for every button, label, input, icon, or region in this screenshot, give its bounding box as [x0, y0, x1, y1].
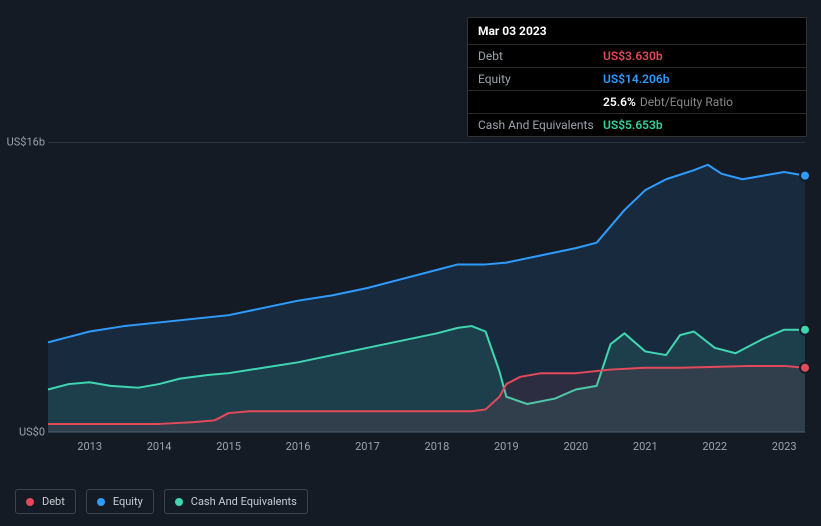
tooltip-row-extra: Debt/Equity Ratio — [640, 95, 733, 109]
tooltip-row: 25.6% Debt/Equity Ratio — [468, 90, 806, 113]
x-axis-label: 2015 — [216, 440, 241, 453]
series-end-marker — [800, 325, 810, 335]
tooltip-row-value: US$3.630b — [603, 49, 663, 63]
legend-dot-icon — [26, 498, 34, 506]
legend-label: Debt — [42, 495, 65, 508]
tooltip-row-label: Debt — [478, 49, 603, 63]
y-axis-label: US$16b — [7, 136, 45, 149]
x-axis-label: 2023 — [772, 440, 797, 453]
legend: Debt Equity Cash And Equivalents — [15, 489, 308, 514]
series-end-marker — [800, 171, 810, 181]
tooltip-row: EquityUS$14.206b — [468, 67, 806, 90]
tooltip-row-label: Equity — [478, 72, 603, 86]
tooltip-row-value: US$14.206b — [603, 72, 670, 86]
tooltip-date: Mar 03 2023 — [468, 18, 806, 44]
tooltip-row-label — [478, 95, 603, 109]
legend-dot-icon — [97, 498, 105, 506]
legend-item-debt[interactable]: Debt — [15, 489, 76, 514]
legend-item-cash-and-equivalents[interactable]: Cash And Equivalents — [164, 489, 308, 514]
x-axis-label: 2021 — [633, 440, 658, 453]
tooltip-row: DebtUS$3.630b — [468, 44, 806, 67]
legend-label: Cash And Equivalents — [191, 495, 297, 508]
x-axis-label: 2020 — [563, 440, 588, 453]
x-axis-label: 2014 — [147, 440, 172, 453]
legend-item-equity[interactable]: Equity — [86, 489, 154, 514]
x-axis-label: 2016 — [286, 440, 311, 453]
x-axis-label: 2013 — [77, 440, 102, 453]
tooltip-row-value: 25.6% — [603, 95, 636, 109]
y-axis-label: US$0 — [19, 426, 45, 439]
legend-label: Equity — [113, 495, 143, 508]
x-axis-label: 2017 — [355, 440, 380, 453]
legend-dot-icon — [175, 498, 183, 506]
chart-tooltip: Mar 03 2023 DebtUS$3.630bEquityUS$14.206… — [467, 17, 807, 137]
series-end-marker — [800, 363, 810, 373]
chart-container: US$0US$16b201320142015201620172018201920… — [15, 122, 805, 467]
x-axis-label: 2022 — [702, 440, 727, 453]
x-axis-label: 2019 — [494, 440, 519, 453]
plot-area[interactable] — [48, 142, 805, 432]
x-axis-label: 2018 — [425, 440, 450, 453]
